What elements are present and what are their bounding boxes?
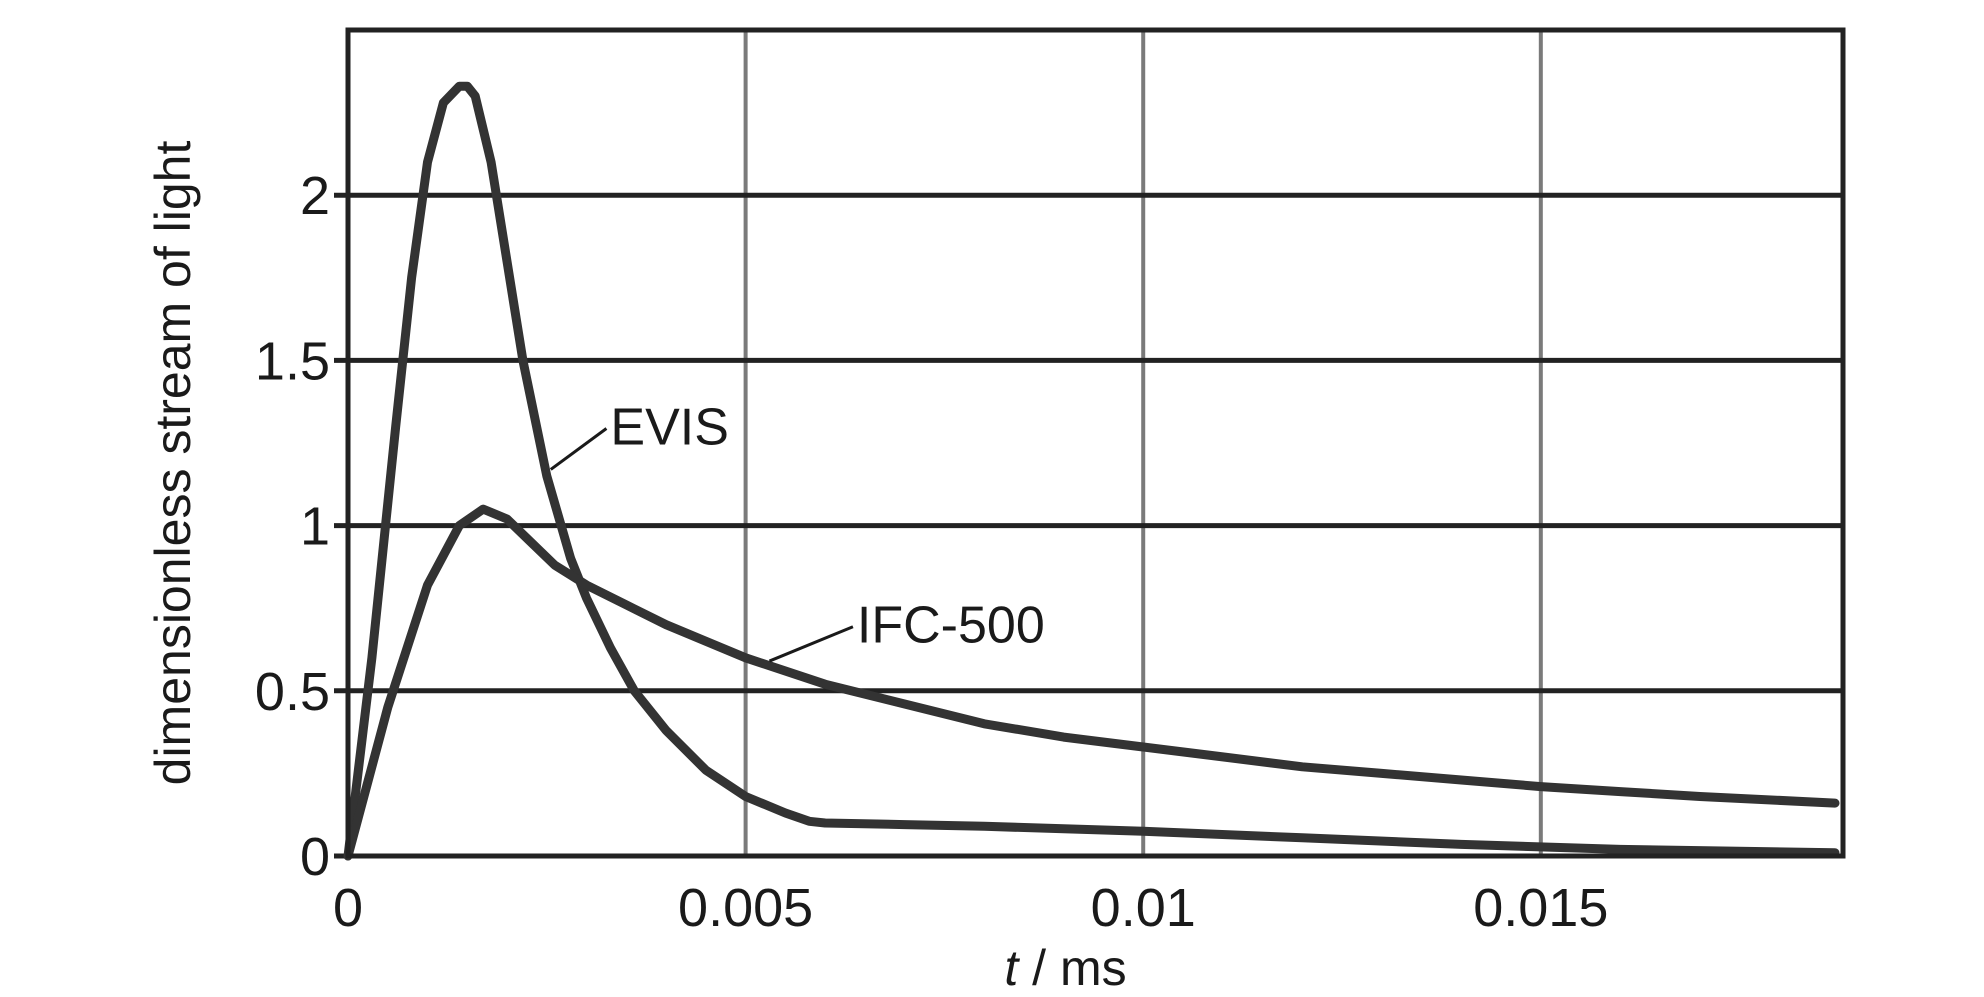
annotation-leader-ifc-500 — [768, 625, 854, 663]
x-axis-label-unit: / ms — [1018, 940, 1126, 992]
y-axis-label: dimensionless stream of light — [145, 141, 201, 786]
x-tick-label: 0.01 — [1091, 878, 1196, 938]
x-axis-label: t / ms — [1004, 940, 1126, 992]
y-tick-label: 0 — [300, 827, 330, 887]
y-tick-label: 0.5 — [255, 662, 330, 722]
y-tick-label: 2 — [300, 166, 330, 226]
series-line-evis — [343, 81, 1840, 861]
y-tick-label: 1.5 — [255, 331, 330, 391]
annotation-label-ifc-500: IFC-500 — [857, 597, 1045, 655]
annotation-label-evis: EVIS — [610, 398, 729, 456]
x-tick-label: 0 — [333, 878, 363, 938]
plot-frame — [345, 27, 1846, 859]
series-line-ifc-500 — [343, 504, 1840, 861]
x-axis-label-variable: t — [1004, 940, 1020, 992]
annotation-leader-evis — [549, 427, 608, 471]
y-tick-label: 1 — [300, 497, 330, 557]
x-tick-label: 0.005 — [678, 878, 813, 938]
x-tick-label: 0.015 — [1473, 878, 1608, 938]
